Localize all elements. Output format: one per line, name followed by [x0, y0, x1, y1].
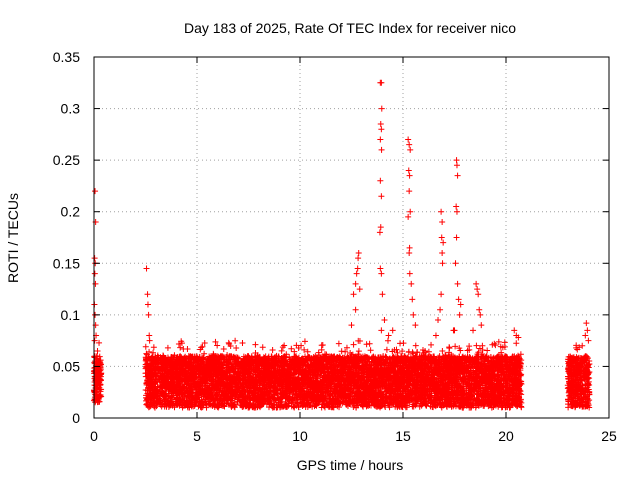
data-point-752: [269, 346, 276, 353]
data-point-140: [94, 382, 101, 389]
data-point-146: [95, 378, 102, 385]
data-point-138: [96, 362, 103, 369]
data-point-2360: [439, 348, 446, 355]
data-point-4238: [460, 404, 467, 411]
data-point-1128: [301, 346, 308, 353]
data-point-1633: [279, 344, 286, 351]
chart-title: Day 183 of 2025, Rate Of TEC Index for r…: [184, 20, 516, 36]
data-point-3243: [473, 342, 480, 349]
data-point-126: [91, 389, 98, 396]
data-point-4513: [391, 347, 398, 354]
data-point-2522: [382, 404, 389, 411]
data-point-3748: [400, 340, 407, 347]
data-point-4867: [399, 348, 406, 355]
data-point-4717: [259, 344, 266, 351]
data-point-4737: [501, 339, 508, 346]
data-point-133: [94, 347, 101, 354]
data-point-144: [91, 354, 98, 361]
data-point-3122: [180, 345, 187, 352]
data-point-2535: [220, 345, 227, 352]
data-point-4917: [418, 373, 425, 380]
data-point-3416: [295, 345, 302, 352]
data-point-3529: [229, 402, 236, 409]
data-point-4490: [301, 338, 308, 345]
data-point-4641: [367, 347, 374, 354]
data-point-4660: [206, 400, 213, 407]
data-point-121: [91, 373, 98, 380]
data-point-4919: [292, 370, 299, 377]
data-point-3424: [252, 341, 259, 348]
data-point-135: [93, 359, 100, 366]
data-point-1832: [452, 343, 459, 350]
data-points: [91, 79, 593, 411]
data-point-116: [96, 339, 103, 346]
data-point-999: [150, 349, 157, 356]
data-point-145: [97, 381, 104, 388]
x-axis-label: GPS time / hours: [297, 457, 404, 473]
y-axis-label: ROTI / TECUs: [5, 193, 21, 283]
data-point-2559: [472, 404, 479, 411]
data-point-3196: [149, 353, 156, 360]
data-point-3421: [142, 343, 149, 350]
data-point-505: [288, 345, 295, 352]
data-point-3875: [338, 348, 345, 355]
data-point-3123: [425, 348, 432, 355]
data-point-1998: [355, 337, 362, 344]
data-point-139: [93, 397, 100, 404]
data-point-1015: [233, 345, 240, 352]
data-point-136: [95, 366, 102, 373]
data-point-137: [96, 398, 103, 405]
data-point-4476: [414, 349, 421, 356]
data-point-3039: [150, 344, 157, 351]
data-point-143: [96, 392, 103, 399]
data-point-141: [97, 357, 104, 364]
data-point-4007: [456, 345, 463, 352]
data-point-2405: [495, 338, 502, 345]
data-point-1603: [239, 339, 246, 346]
data-point-120: [91, 394, 98, 401]
data-point-132: [96, 373, 103, 380]
data-point-4776: [203, 382, 210, 389]
